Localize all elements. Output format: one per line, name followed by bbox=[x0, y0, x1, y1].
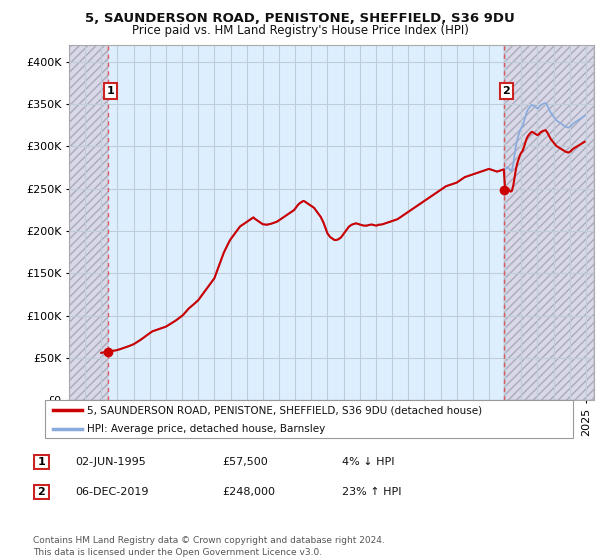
Text: 5, SAUNDERSON ROAD, PENISTONE, SHEFFIELD, S36 9DU (detached house): 5, SAUNDERSON ROAD, PENISTONE, SHEFFIELD… bbox=[88, 405, 482, 415]
Text: 06-DEC-2019: 06-DEC-2019 bbox=[75, 487, 149, 497]
FancyBboxPatch shape bbox=[34, 484, 49, 499]
Text: 1: 1 bbox=[38, 457, 45, 467]
Text: HPI: Average price, detached house, Barnsley: HPI: Average price, detached house, Barn… bbox=[88, 424, 326, 433]
Text: 5, SAUNDERSON ROAD, PENISTONE, SHEFFIELD, S36 9DU: 5, SAUNDERSON ROAD, PENISTONE, SHEFFIELD… bbox=[85, 12, 515, 25]
Text: 2: 2 bbox=[38, 487, 45, 497]
Text: 23% ↑ HPI: 23% ↑ HPI bbox=[342, 487, 401, 497]
Text: £57,500: £57,500 bbox=[222, 457, 268, 467]
Text: Contains HM Land Registry data © Crown copyright and database right 2024.
This d: Contains HM Land Registry data © Crown c… bbox=[33, 536, 385, 557]
Text: 02-JUN-1995: 02-JUN-1995 bbox=[75, 457, 146, 467]
Text: Price paid vs. HM Land Registry's House Price Index (HPI): Price paid vs. HM Land Registry's House … bbox=[131, 24, 469, 37]
Text: £248,000: £248,000 bbox=[222, 487, 275, 497]
Text: 4% ↓ HPI: 4% ↓ HPI bbox=[342, 457, 395, 467]
Text: 2: 2 bbox=[502, 86, 510, 96]
FancyBboxPatch shape bbox=[44, 400, 573, 438]
FancyBboxPatch shape bbox=[34, 455, 49, 469]
Text: 1: 1 bbox=[107, 86, 115, 96]
